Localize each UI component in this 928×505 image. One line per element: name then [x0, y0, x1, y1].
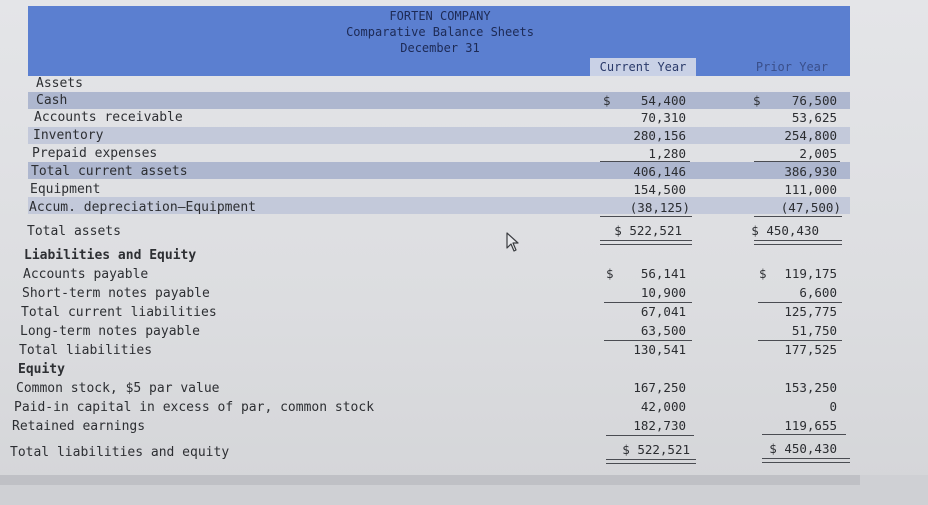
sheet-title: Comparative Balance Sheets	[346, 25, 534, 39]
liabilities-heading: Liabilities and Equity	[24, 248, 197, 263]
subtotal-rule	[604, 302, 692, 303]
inventory-prior: 254,800	[784, 128, 837, 143]
re-prior: 119,655	[784, 418, 837, 433]
tca-prior: 386,930	[784, 164, 837, 179]
tcl-current: 67,041	[640, 304, 686, 319]
prior-year-header: Prior Year	[755, 60, 829, 74]
total-double-rule	[762, 458, 850, 463]
sheet-date: December 31	[400, 41, 480, 55]
row-band	[28, 92, 850, 109]
row-label: Cash	[36, 93, 68, 108]
tcl-prior: 125,775	[784, 304, 837, 319]
equipment-prior: 111,000	[784, 182, 837, 197]
subtotal-rule	[758, 302, 842, 303]
row-label: Accounts receivable	[34, 110, 183, 125]
subtotal-rule	[600, 216, 692, 217]
total-le-prior: $ 450,430	[769, 441, 837, 456]
re-current: 182,730	[633, 418, 686, 433]
ltnp-current: 63,500	[640, 323, 686, 338]
current-year-header: Current Year	[590, 58, 696, 76]
stnp-current: 10,900	[640, 285, 686, 300]
ap-current: 56,141	[640, 266, 686, 281]
row-label: Paid-in capital in excess of par, common…	[14, 400, 375, 415]
row-label: Total liabilities	[19, 343, 153, 358]
total-assets-current: $ 522,521	[614, 223, 682, 238]
subtotal-rule	[606, 435, 694, 436]
row-band	[28, 162, 850, 179]
cash-prior: 76,500	[791, 93, 837, 108]
subtotal-rule	[762, 434, 846, 435]
total-assets-prior: $ 450,430	[751, 223, 819, 238]
total-double-rule	[606, 459, 696, 464]
row-label: Common stock, $5 par value	[16, 381, 220, 396]
tl-current: 130,541	[633, 342, 686, 357]
bottom-bar	[0, 475, 860, 485]
company-name: FORTEN COMPANY	[389, 9, 491, 23]
title-block: FORTEN COMPANY Comparative Balance Sheet…	[330, 8, 550, 56]
total-assets-label: Total assets	[27, 224, 121, 239]
accum-dep-current: (38,125)	[629, 200, 690, 215]
subtotal-rule	[754, 216, 842, 217]
mouse-pointer-icon	[506, 232, 519, 252]
subtotal-rule	[758, 340, 842, 341]
total-double-rule	[600, 240, 692, 245]
ap-prior: 119,175	[784, 266, 837, 281]
cs-current: 167,250	[633, 380, 686, 395]
subtotal-rule	[754, 161, 840, 162]
row-label: Short-term notes payable	[22, 286, 210, 301]
inventory-current: 280,156	[633, 128, 686, 143]
ar-current: 70,310	[640, 110, 686, 125]
row-label: Total current liabilities	[21, 305, 217, 320]
pic-current: 42,000	[640, 399, 686, 414]
prepaid-prior: 2,005	[799, 146, 837, 161]
subtotal-rule	[600, 161, 690, 162]
row-label: Accum. depreciation—Equipment	[29, 200, 256, 215]
row-label: Inventory	[33, 128, 104, 143]
row-label: Total current assets	[31, 164, 188, 179]
assets-heading: Assets	[36, 76, 83, 91]
dollar-sign: $	[606, 266, 614, 281]
cs-prior: 153,250	[784, 380, 837, 395]
tl-prior: 177,525	[784, 342, 837, 357]
subtotal-rule	[604, 340, 692, 341]
total-double-rule	[754, 240, 842, 245]
row-label: Retained earnings	[12, 419, 146, 434]
tca-current: 406,146	[633, 164, 686, 179]
row-label: Equipment	[30, 182, 101, 197]
equipment-current: 154,500	[633, 182, 686, 197]
stnp-prior: 6,600	[799, 285, 837, 300]
equity-heading: Equity	[18, 362, 65, 377]
dollar-sign: $	[753, 93, 761, 108]
row-label: Prepaid expenses	[32, 146, 158, 161]
pic-prior: 0	[829, 399, 837, 414]
total-liab-equity-label: Total liabilities and equity	[10, 445, 230, 460]
row-label: Accounts payable	[23, 267, 149, 282]
dollar-sign: $	[759, 266, 767, 281]
row-band	[28, 127, 850, 144]
accum-dep-prior: (47,500)	[780, 200, 841, 215]
header-band	[28, 6, 850, 76]
prepaid-current: 1,280	[648, 146, 686, 161]
bottom-strip	[0, 475, 928, 505]
row-label: Long-term notes payable	[20, 324, 201, 339]
cash-current: 54,400	[640, 93, 686, 108]
ltnp-prior: 51,750	[791, 323, 837, 338]
total-le-current: $ 522,521	[622, 442, 690, 457]
row-band	[28, 197, 850, 214]
dollar-sign: $	[603, 93, 611, 108]
ar-prior: 53,625	[791, 110, 837, 125]
